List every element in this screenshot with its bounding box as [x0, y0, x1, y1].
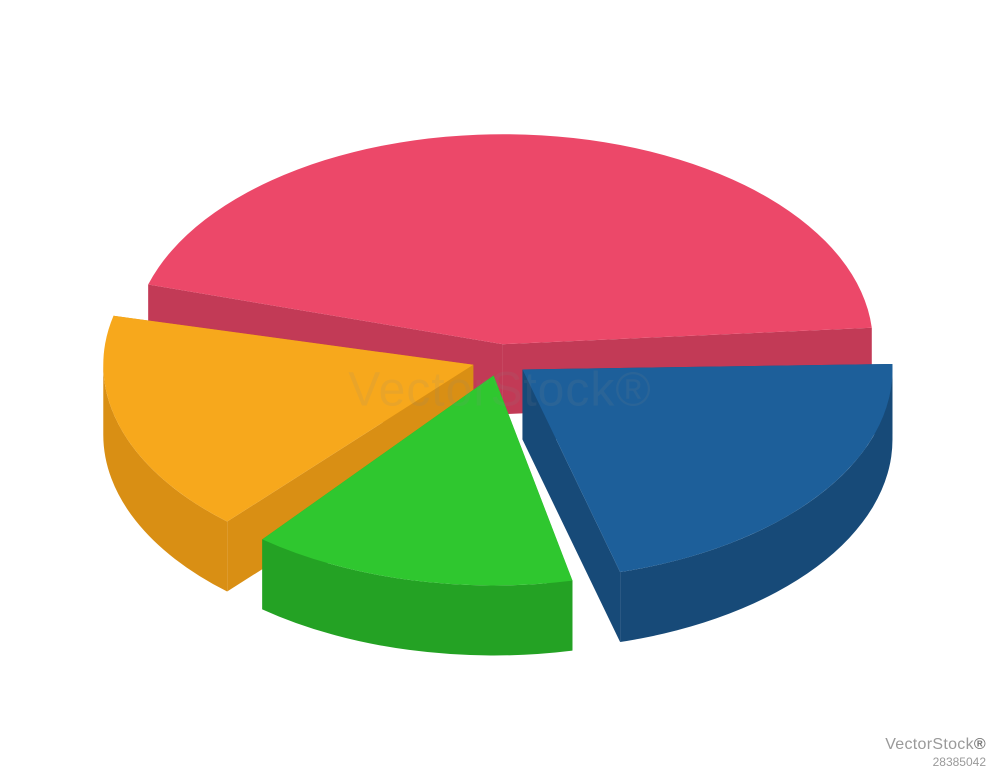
watermark-brand-suffix: ® — [974, 736, 986, 753]
watermark-image-id: 28385042 — [885, 756, 986, 770]
watermark-brand-name: VectorStock — [885, 736, 974, 753]
chart-canvas: VectorStock® VectorStock® 28385042 — [0, 0, 1000, 780]
watermark-brand: VectorStock® — [885, 736, 986, 754]
watermark-bottom: VectorStock® 28385042 — [885, 736, 986, 770]
pie-chart — [0, 0, 1000, 780]
